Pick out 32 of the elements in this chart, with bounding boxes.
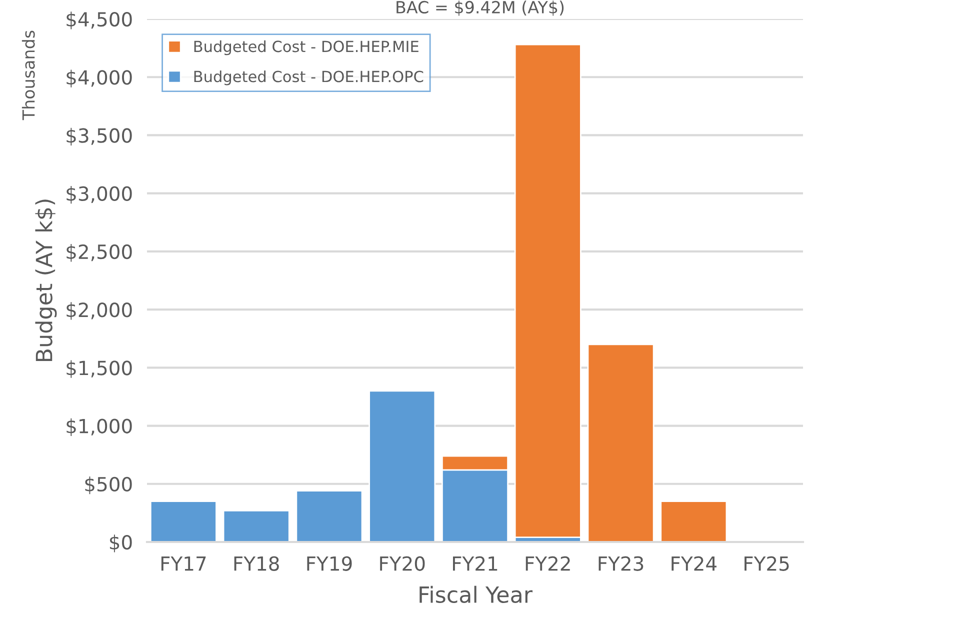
- x-tick-label: FY19: [307, 556, 352, 571]
- x-tick-label: FY18: [234, 556, 279, 571]
- legend-label: Budgeted Cost - DOE.HEP.OPC: [194, 70, 424, 86]
- y-tick-label: $1,500: [66, 360, 132, 378]
- x-tick-label: FY20: [380, 556, 425, 571]
- text: Thousands: [22, 30, 35, 120]
- x-tick-label: FY24: [672, 556, 716, 571]
- bar: [514, 44, 582, 538]
- bar: [587, 344, 654, 542]
- bar: [150, 500, 217, 542]
- x-tick-label: FY17: [161, 556, 206, 571]
- chart-title: BAC = $9.42M (AY$): [396, 0, 564, 16]
- y-tick-label: $2,500: [66, 244, 132, 262]
- y-tick-label: $4,000: [66, 70, 132, 88]
- y-tick-label: $500: [85, 476, 132, 494]
- x-tick-label: FY23: [598, 556, 644, 571]
- y-tick-label: $1,000: [66, 418, 132, 436]
- y-tick-label: $3,500: [66, 128, 132, 146]
- legend-label: Budgeted Cost - DOE.HEP.MIE: [194, 40, 418, 56]
- y-axis-title: Budget (AY k$): [35, 200, 57, 362]
- y-tick-label: $4,500: [66, 12, 132, 30]
- bar: [222, 510, 290, 542]
- x-tick-label: FY21: [453, 556, 498, 571]
- bar: [660, 500, 728, 542]
- y-tick-label: $0: [110, 534, 132, 552]
- y-tick-label: $3,000: [66, 186, 132, 204]
- x-axis-title: Fiscal Year: [420, 586, 533, 604]
- y-tick-label: $2,000: [66, 302, 132, 320]
- bar: [296, 490, 363, 542]
- x-tick-label: FY22: [526, 556, 570, 571]
- x-tick-label: FY25: [744, 556, 789, 571]
- bar: [368, 390, 436, 542]
